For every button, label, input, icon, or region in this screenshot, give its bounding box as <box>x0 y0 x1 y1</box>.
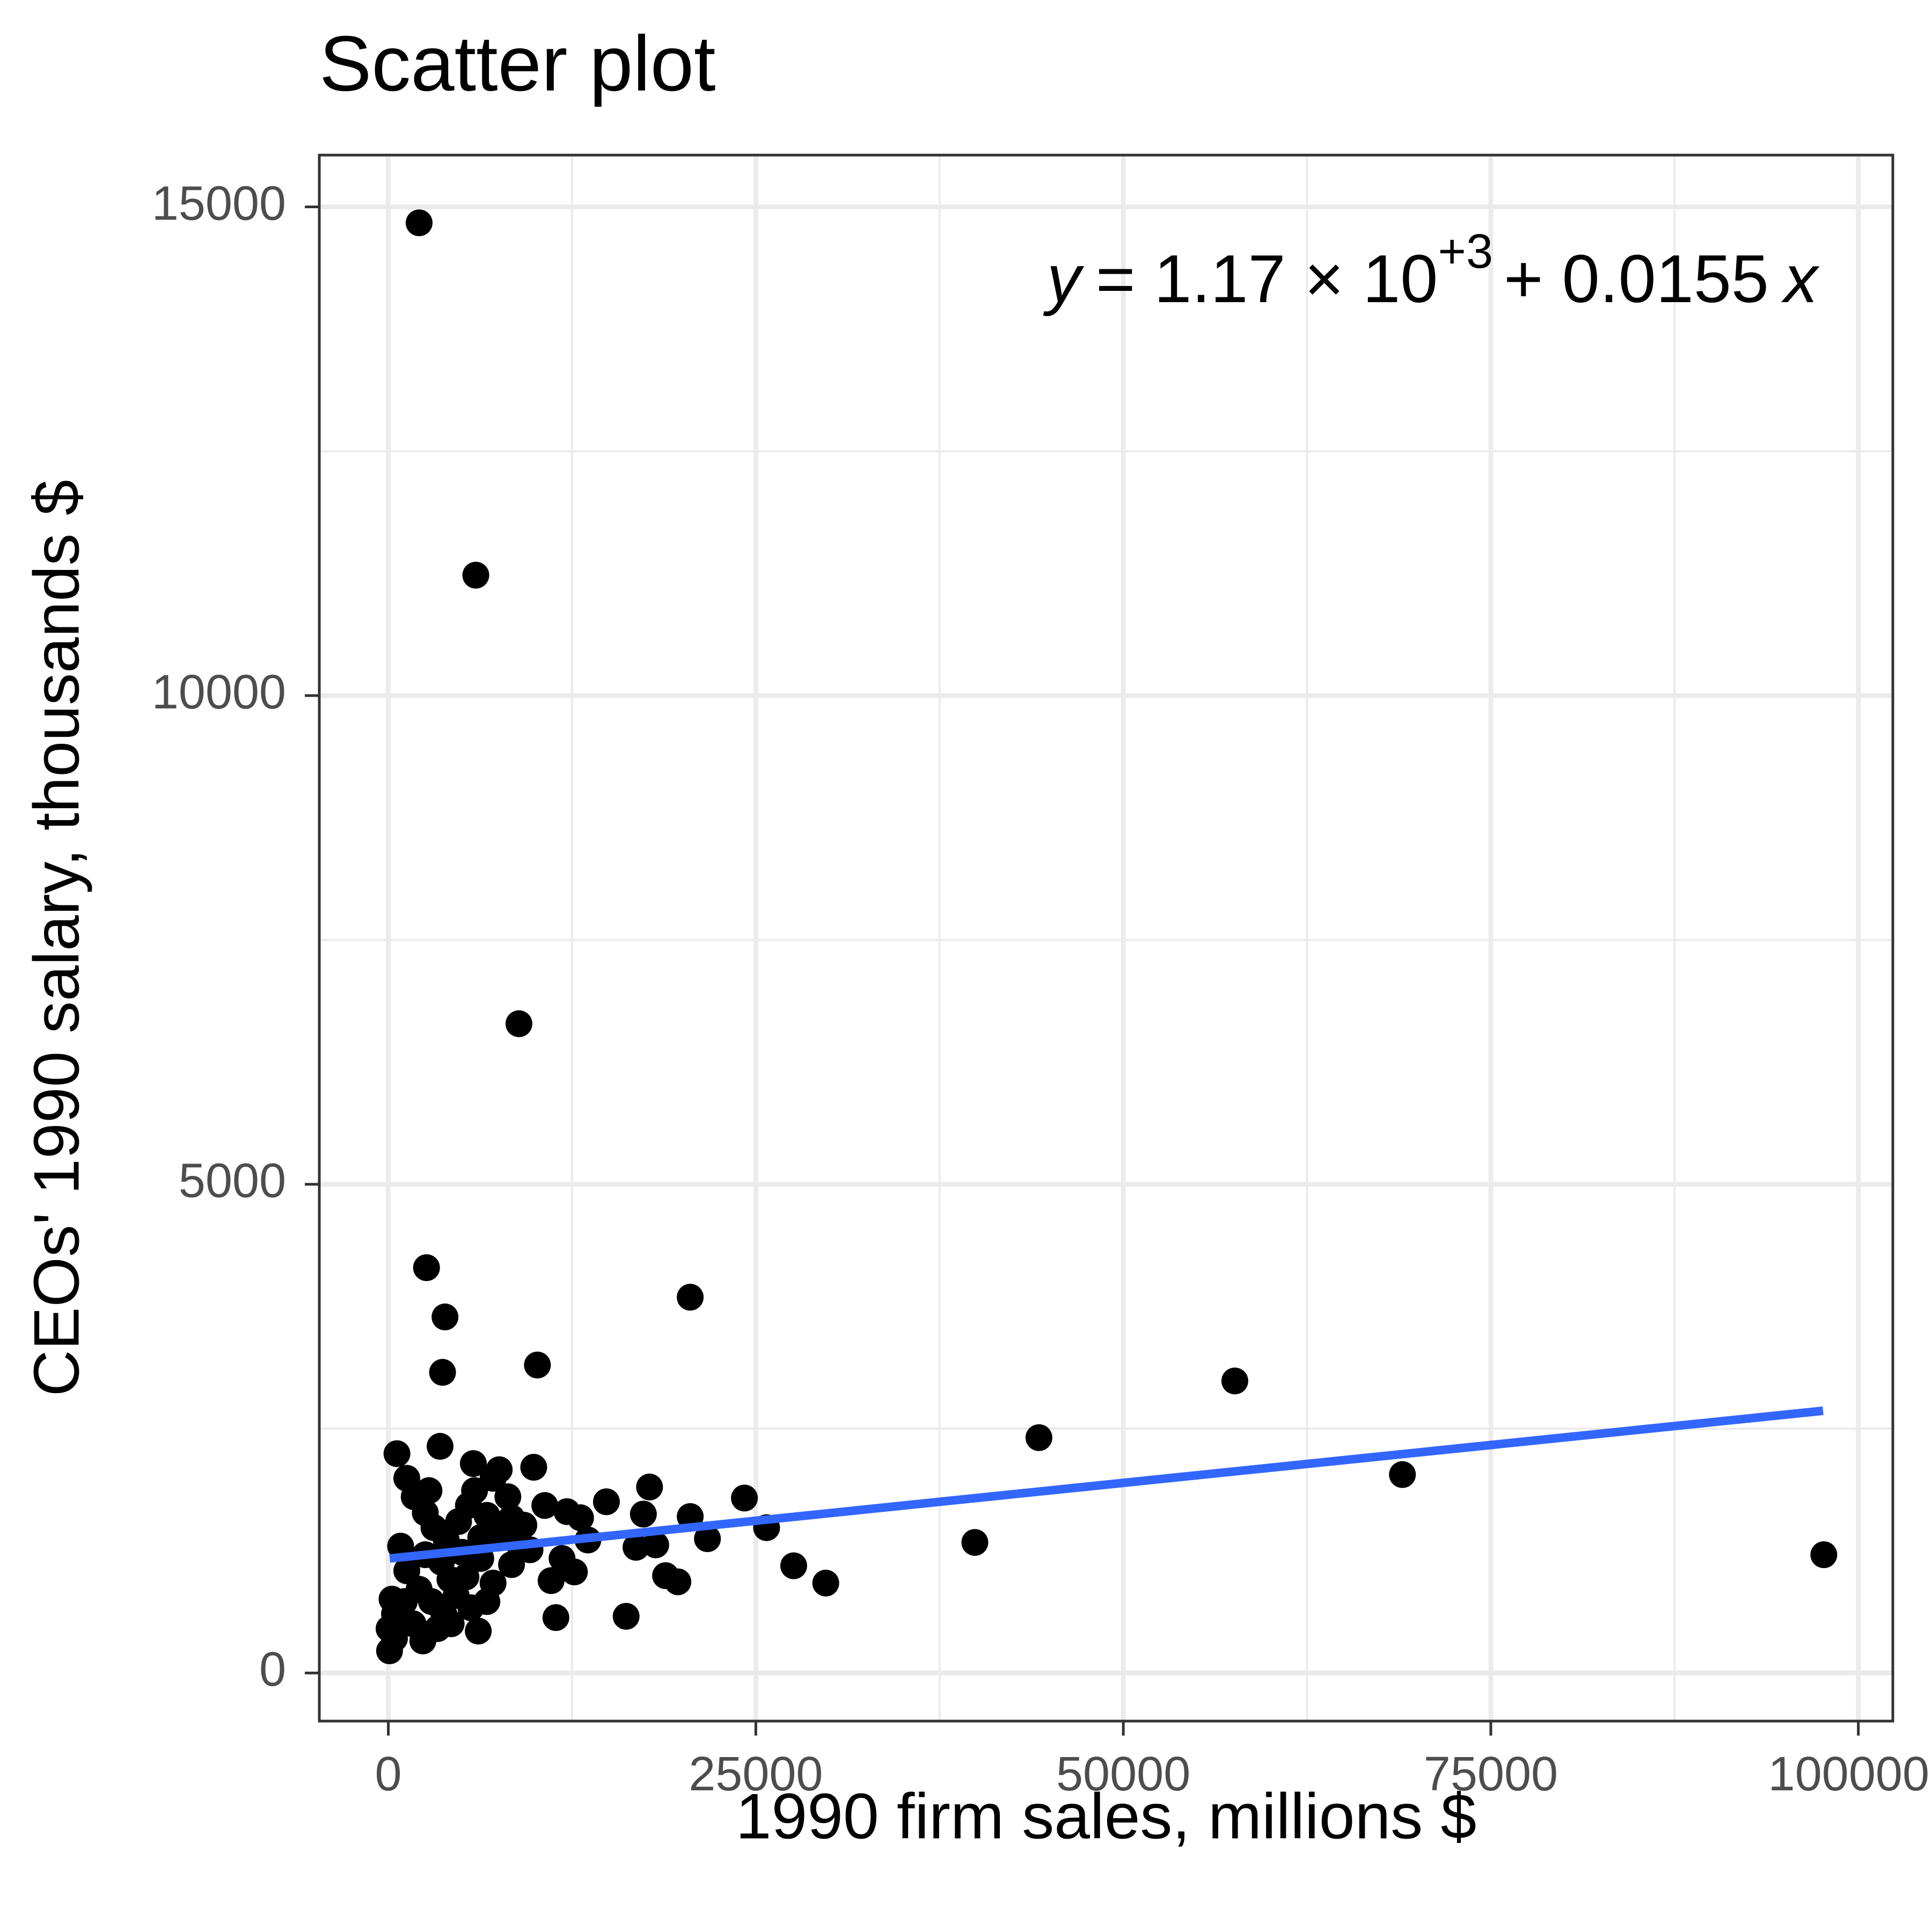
y-axis-label: CEOs' 1990 salary, thousands $ <box>21 480 93 1396</box>
x-tick-label: 0 <box>375 1747 402 1801</box>
point <box>812 1569 839 1597</box>
point <box>460 1450 487 1477</box>
equation-exponent: +3 <box>1438 225 1493 279</box>
point <box>405 209 433 237</box>
point <box>731 1484 758 1512</box>
point <box>592 1488 620 1516</box>
point <box>780 1552 807 1579</box>
point <box>479 1465 507 1492</box>
x-axis-label: 1990 firm sales, millions $ <box>736 1781 1477 1853</box>
point <box>520 1454 547 1481</box>
point <box>462 561 489 589</box>
x-tick-label: 100000 <box>1768 1747 1929 1801</box>
point <box>548 1545 576 1572</box>
y-tick-label: 0 <box>259 1643 286 1696</box>
point <box>505 1010 532 1037</box>
point <box>1221 1367 1248 1395</box>
equation: y = 1.17 × 10+3 + 0.0155 x <box>1043 225 1820 317</box>
point <box>531 1492 559 1519</box>
point <box>383 1440 411 1467</box>
point <box>630 1501 657 1528</box>
point <box>381 1625 408 1652</box>
equation-intercept: = 1.17 × 10 <box>1096 241 1438 317</box>
equation-slope: + 0.0155 <box>1504 241 1769 317</box>
point <box>436 1565 464 1593</box>
point <box>636 1473 663 1501</box>
point <box>473 1588 501 1615</box>
point <box>429 1359 456 1386</box>
point <box>378 1585 406 1613</box>
point <box>1810 1541 1838 1569</box>
x-tick-label: 25000 <box>689 1747 823 1801</box>
plot-border <box>318 153 1894 1723</box>
point <box>413 1254 440 1282</box>
fit-line <box>389 1406 1824 1563</box>
y-tick-label: 10000 <box>152 665 286 719</box>
point <box>494 1483 522 1511</box>
point <box>612 1602 640 1630</box>
point <box>623 1534 650 1561</box>
point <box>498 1504 525 1532</box>
y-tick-label: 15000 <box>152 177 286 230</box>
point <box>427 1433 454 1460</box>
point <box>642 1531 669 1558</box>
y-tick-label: 5000 <box>179 1154 286 1208</box>
point <box>652 1562 679 1589</box>
point <box>415 1477 443 1504</box>
point <box>498 1551 525 1578</box>
point <box>431 1303 459 1330</box>
point <box>542 1604 569 1631</box>
x-tick-label: 50000 <box>1056 1747 1190 1801</box>
point <box>1025 1424 1052 1451</box>
equation-var: x <box>1781 241 1820 317</box>
chart-title: Scatter plot <box>319 20 715 107</box>
x-tick-label: 75000 <box>1424 1747 1558 1801</box>
point <box>961 1529 989 1556</box>
point <box>524 1351 551 1379</box>
point <box>537 1567 565 1594</box>
point <box>437 1610 465 1637</box>
point <box>677 1284 704 1311</box>
point <box>1389 1461 1416 1488</box>
equation-lhs: y <box>1043 241 1085 317</box>
point <box>694 1525 721 1553</box>
point <box>465 1618 492 1645</box>
point <box>567 1504 594 1532</box>
